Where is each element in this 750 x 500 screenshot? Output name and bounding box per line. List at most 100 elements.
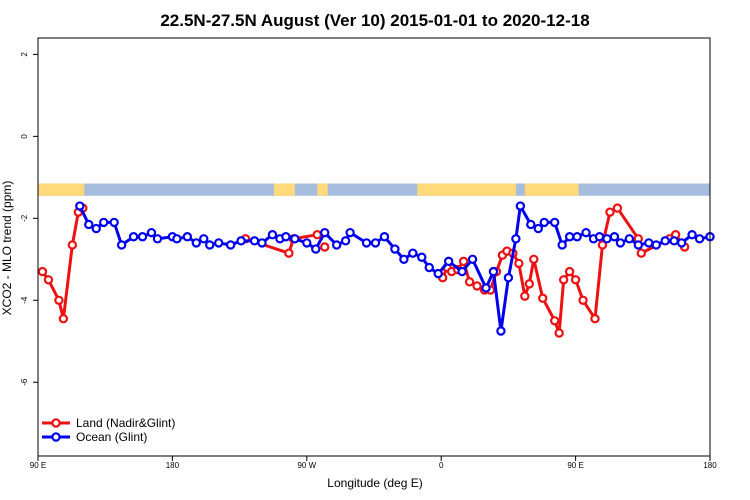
data-point	[58, 314, 69, 324]
data-point	[109, 217, 119, 228]
data-point	[605, 207, 615, 217]
data-point	[399, 254, 409, 264]
series-1	[75, 201, 715, 336]
data-point	[284, 248, 294, 258]
data-point	[191, 238, 201, 248]
data-point	[660, 236, 670, 246]
data-point	[481, 283, 491, 293]
y-tick-label: 2	[20, 52, 29, 57]
data-point	[302, 238, 312, 248]
x-axis: 90 E 180 90 W 0 90 E 180	[30, 456, 717, 470]
data-point	[417, 252, 427, 262]
land-band-segment	[273, 183, 295, 196]
data-point	[331, 240, 342, 250]
data-point	[458, 256, 469, 267]
data-point	[433, 268, 443, 279]
data-point	[370, 238, 381, 248]
data-point	[597, 240, 608, 250]
data-point	[633, 240, 644, 250]
data-point	[424, 262, 434, 273]
ocean-band	[38, 183, 710, 196]
legend-marker	[51, 432, 61, 442]
x-tick-label: 90 E	[567, 461, 583, 470]
data-point	[624, 234, 635, 244]
data-point	[379, 232, 390, 242]
y-axis: 2 0 -2 -4 -6	[20, 52, 38, 386]
data-point	[99, 217, 109, 228]
data-point	[152, 234, 163, 244]
land-band-segment	[38, 183, 85, 196]
data-point	[128, 232, 139, 242]
data-point	[75, 201, 85, 211]
data-point	[524, 279, 535, 289]
data-point	[312, 230, 322, 240]
data-point	[609, 232, 620, 242]
y-tick-label: -6	[20, 378, 29, 386]
data-point	[311, 244, 321, 254]
legend: Land (Nadir&Glint)Ocean (Glint)	[42, 416, 175, 444]
land-band-segment	[524, 183, 579, 196]
data-point	[694, 234, 705, 244]
data-point	[43, 275, 54, 285]
data-point	[67, 240, 78, 250]
x-tick-label: 180	[166, 461, 180, 470]
data-point	[564, 232, 575, 242]
data-point	[172, 234, 182, 244]
legend-marker	[51, 418, 61, 428]
data-point	[533, 223, 543, 234]
data-point	[257, 238, 267, 248]
data-point	[281, 232, 291, 242]
land-mask-band	[38, 183, 710, 196]
data-point	[651, 240, 661, 250]
data-point	[526, 219, 536, 230]
series-layer	[37, 201, 715, 338]
y-axis-label: XCO2 - MLO trend (ppm)	[0, 181, 14, 316]
series-0	[37, 203, 690, 338]
y-tick-label: -4	[20, 296, 29, 304]
data-point	[515, 201, 526, 211]
data-point	[549, 217, 560, 228]
data-point	[146, 227, 157, 238]
x-tick-label: 0	[439, 461, 444, 470]
y-tick-label: -2	[20, 214, 29, 222]
data-point	[443, 256, 454, 267]
data-point	[213, 238, 224, 248]
data-point	[267, 230, 278, 240]
data-point	[578, 295, 588, 305]
data-point	[199, 234, 209, 244]
data-point	[636, 248, 647, 258]
data-point	[472, 281, 482, 291]
data-point	[570, 275, 581, 285]
data-point	[408, 248, 418, 258]
data-point	[249, 236, 260, 246]
y-tick-label: 0	[20, 134, 29, 139]
data-point	[581, 227, 591, 238]
data-point	[390, 244, 400, 254]
series-line	[78, 204, 711, 333]
legend-label: Ocean (Glint)	[76, 430, 147, 444]
data-point	[594, 232, 605, 242]
data-point	[511, 234, 521, 244]
data-point	[345, 227, 355, 238]
data-point	[84, 219, 94, 230]
data-point	[91, 223, 101, 234]
data-point	[137, 232, 148, 242]
data-point	[557, 240, 567, 250]
data-point	[225, 240, 236, 250]
data-point	[615, 238, 626, 248]
data-point	[669, 236, 679, 246]
data-point	[539, 217, 549, 228]
x-tick-label: 90 W	[297, 461, 316, 470]
data-point	[236, 236, 246, 246]
data-point	[182, 232, 193, 242]
data-point	[457, 266, 467, 277]
data-point	[503, 273, 514, 283]
data-point	[520, 291, 530, 301]
data-point	[488, 266, 499, 277]
land-band-segment	[417, 183, 516, 196]
data-point	[116, 240, 127, 250]
data-point	[572, 232, 582, 242]
x-axis-label: Longitude (deg E)	[327, 476, 422, 490]
data-point	[590, 314, 600, 324]
